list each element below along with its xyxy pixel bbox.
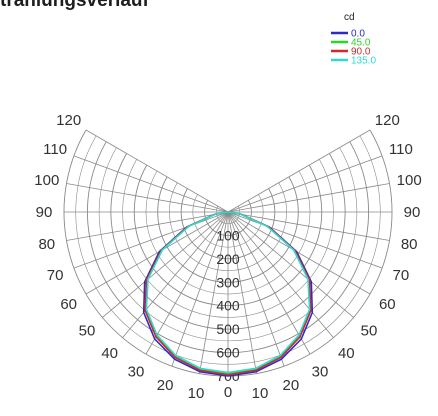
grid-spoke-60 (227, 211, 371, 295)
legend-label-45.0: 45.0 (351, 38, 371, 49)
angle-label-40-left: 40 (101, 345, 118, 362)
angle-label-80-left: 80 (38, 236, 55, 253)
grid-spoke-80 (66, 211, 229, 241)
grid-spoke-40 (227, 211, 334, 338)
grid-spoke-110 (73, 155, 229, 213)
legend-unit: cd (344, 12, 355, 23)
grid-spoke-10 (199, 211, 229, 374)
series-line-90.0 (144, 211, 312, 376)
angle-label-0: 0 (224, 384, 232, 401)
grid-spoke-80 (227, 211, 390, 241)
grid-spoke-120 (227, 129, 371, 213)
radial-label-400: 400 (216, 298, 240, 314)
grid-spoke-70 (73, 211, 229, 269)
radial-label-200: 200 (216, 251, 240, 267)
grid-spoke-70 (227, 211, 383, 269)
radial-label-100: 100 (216, 227, 240, 243)
grid-spoke-120 (85, 129, 229, 213)
angle-label-60-left: 60 (60, 296, 77, 313)
angle-label-90-right: 90 (404, 204, 421, 221)
angle-label-110-left: 110 (43, 141, 67, 158)
radial-label-500: 500 (216, 321, 240, 337)
angle-label-110-right: 110 (389, 141, 413, 158)
angle-label-90-left: 90 (36, 204, 53, 221)
legend-label-135.0: 135.0 (351, 56, 376, 67)
angle-label-70-right: 70 (393, 267, 410, 284)
angle-label-30-left: 30 (128, 363, 145, 380)
angle-label-50-left: 50 (79, 322, 96, 339)
grid-spoke-50 (227, 211, 354, 318)
legend-label-90.0: 90.0 (351, 47, 371, 58)
grid-spoke-100 (66, 183, 229, 213)
radial-label-600: 600 (216, 345, 240, 361)
angle-label-70-left: 70 (47, 267, 64, 284)
angle-label-100-right: 100 (397, 172, 422, 189)
angle-label-100-left: 100 (34, 172, 59, 189)
angle-label-50-right: 50 (361, 322, 378, 339)
angle-label-80-right: 80 (401, 236, 418, 253)
angle-label-20-right: 20 (283, 377, 300, 394)
grid-spoke-110 (227, 155, 383, 213)
grid-spoke-50 (102, 211, 229, 318)
angle-label-120-right: 120 (375, 112, 400, 129)
grid-spoke-10 (227, 211, 257, 374)
grid-spoke-20 (227, 211, 285, 367)
grid-spoke-60 (85, 211, 229, 295)
angle-label-10-left: 10 (188, 385, 205, 402)
angle-label-120-left: 120 (56, 112, 81, 129)
grid-spoke-30 (145, 211, 229, 355)
legend-label-0.0: 0.0 (351, 29, 365, 40)
grid-spoke-30 (227, 211, 311, 355)
angle-label-10-right: 10 (252, 385, 269, 402)
angle-label-40-right: 40 (338, 345, 355, 362)
angle-label-30-right: 30 (312, 363, 329, 380)
radial-label-300: 300 (216, 274, 240, 290)
angle-label-20-left: 20 (157, 377, 174, 394)
grid-spoke-100 (227, 183, 390, 213)
chart-title: trahlungsverlauf (0, 0, 149, 11)
series-line-0.0 (142, 211, 314, 377)
series-curves (142, 211, 314, 377)
angle-label-60-right: 60 (379, 296, 396, 313)
series-line-135.0 (145, 211, 311, 374)
grid-spoke-20 (171, 211, 229, 367)
grid-spoke-40 (122, 211, 229, 338)
